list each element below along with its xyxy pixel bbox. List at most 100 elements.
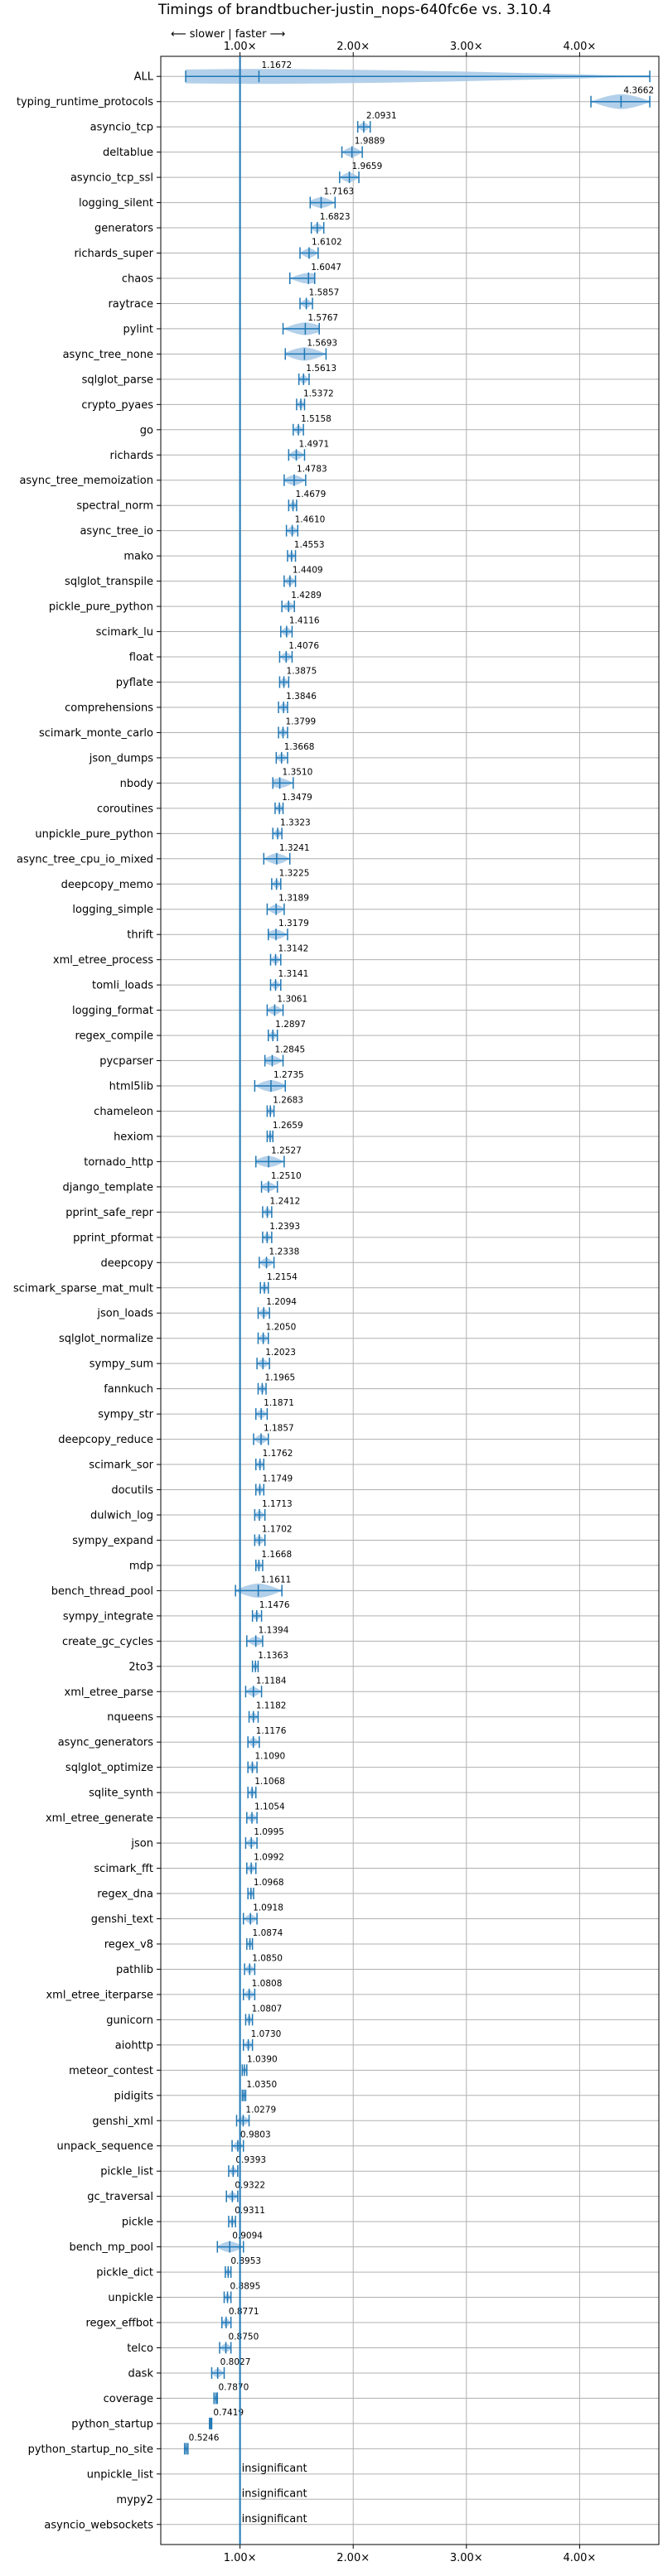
value-label: 0.7419 [213, 2408, 244, 2418]
benchmark-label: unpickle_pure_python [35, 828, 153, 841]
value-label: 0.8895 [230, 2282, 261, 2292]
value-label: 1.1668 [261, 1550, 292, 1560]
benchmark-label: ALL [134, 71, 154, 84]
value-label: 1.1749 [263, 1474, 293, 1484]
value-label: 1.2094 [266, 1297, 297, 1307]
benchmark-label: asyncio_tcp [90, 122, 153, 134]
value-label: 1.1611 [261, 1575, 292, 1585]
benchmark-label: regex_compile [75, 1030, 153, 1043]
benchmark-label: unpickle [108, 2292, 153, 2304]
insignificant-label: insignificant [242, 2487, 307, 2500]
benchmark-label: json_dumps [89, 752, 153, 765]
value-label: 1.2510 [271, 1171, 302, 1181]
value-label: 1.9889 [355, 137, 385, 147]
benchmark-label: regex_dna [97, 1889, 153, 1901]
value-label: 1.2050 [266, 1323, 297, 1333]
value-label: 1.4289 [291, 591, 322, 601]
benchmark-label: mdp [129, 1560, 153, 1572]
value-label: 1.6823 [320, 212, 351, 222]
benchmark-label: typing_runtime_protocols [17, 96, 153, 109]
value-label: 1.4971 [299, 439, 330, 449]
value-label: 1.1176 [256, 1726, 287, 1736]
benchmark-label: sqlglot_parse [82, 374, 153, 386]
benchmark-label: gc_traversal [87, 2191, 153, 2203]
benchmark-label: gunicorn [106, 2014, 153, 2027]
value-label: 1.2659 [273, 1121, 303, 1131]
benchmark-label: comprehensions [65, 702, 153, 714]
value-label: 1.3799 [286, 716, 317, 726]
x-tick-label-top: 1.00× [224, 41, 257, 53]
benchmark-label: tornado_http [84, 1156, 153, 1169]
value-label: 1.3510 [283, 767, 313, 777]
benchmark-label: pickle_list [100, 2166, 153, 2178]
benchmark-label: nbody [120, 778, 154, 790]
value-label: 1.3189 [278, 894, 309, 904]
benchmark-label: spectral_norm [76, 500, 153, 513]
value-label: 1.4076 [288, 641, 319, 651]
benchmark-label: scimark_lu [96, 626, 153, 639]
benchmark-label: pickle_dict [96, 2267, 153, 2279]
benchmark-label: genshi_xml [92, 2115, 153, 2128]
value-label: 1.1090 [255, 1752, 286, 1762]
benchmark-label: sqlglot_optimize [65, 1762, 153, 1774]
benchmark-label: thrift [127, 929, 153, 942]
value-label: 0.9094 [232, 2231, 263, 2241]
benchmark-label: json [130, 1838, 153, 1850]
value-label: 1.9659 [352, 162, 383, 171]
value-label: 1.0850 [252, 1953, 283, 1963]
value-label: 1.3225 [279, 868, 310, 878]
benchmark-label: genshi_text [91, 1913, 153, 1926]
benchmark-label: async_tree_io [80, 525, 153, 538]
value-label: 1.3479 [282, 793, 312, 803]
benchmark-label: tomli_loads [92, 980, 153, 992]
value-label: 1.1857 [264, 1424, 294, 1434]
value-label: 1.1068 [254, 1777, 285, 1787]
benchmark-label: float [129, 652, 153, 664]
benchmark-label: fannkuch [104, 1383, 153, 1396]
benchmark-label: 2to3 [128, 1661, 153, 1673]
benchmark-label: chaos [122, 273, 153, 285]
value-label: 1.5613 [306, 364, 336, 374]
benchmark-label: coverage [104, 2393, 153, 2405]
benchmark-label: python_startup [71, 2418, 153, 2430]
benchmark-label: unpickle_list [87, 2468, 153, 2481]
value-label: 0.9322 [235, 2181, 265, 2191]
value-label: 1.5158 [301, 414, 332, 424]
value-label: 0.9311 [235, 2206, 265, 2216]
value-label: 1.4783 [297, 465, 327, 475]
value-label: 1.2897 [275, 1020, 306, 1030]
benchmark-label: pylint [123, 323, 153, 335]
value-label: 2.0931 [366, 111, 397, 121]
value-label: 1.4116 [289, 616, 320, 626]
benchmark-label: raytrace [108, 298, 153, 311]
benchmark-label: regex_v8 [104, 1938, 153, 1951]
value-label: 1.2845 [274, 1045, 305, 1055]
value-label: 1.0992 [254, 1853, 284, 1863]
value-label: 1.0350 [246, 2080, 277, 2090]
tick-layer: 1.00× 1.00× 2.00× 2.00× 3.00× 3.00× 4.00× 4.00× [157, 41, 596, 2564]
value-label: 1.2735 [273, 1070, 304, 1080]
value-label: 1.5857 [309, 287, 340, 297]
x-tick-label-bottom: 3.00× [450, 2552, 483, 2564]
value-label: 1.1713 [262, 1499, 293, 1509]
value-label: 0.9803 [240, 2130, 271, 2140]
x-tick-label-top: 2.00× [336, 41, 370, 53]
value-label: 0.9393 [235, 2155, 266, 2165]
value-label: 1.0279 [245, 2105, 276, 2115]
benchmark-label: async_generators [58, 1737, 154, 1749]
value-label: 1.1184 [256, 1676, 287, 1686]
plot-frame [160, 55, 660, 2545]
benchmark-label: html5lib [109, 1081, 153, 1093]
benchmark-label: scimark_sparse_mat_mult [13, 1282, 153, 1295]
benchmark-label: meteor_contest [69, 2065, 153, 2077]
benchmark-label: async_tree_none [63, 349, 153, 361]
value-label: 1.1871 [264, 1398, 294, 1408]
value-label: 1.0874 [253, 1928, 283, 1938]
benchmark-label: pickle [122, 2217, 153, 2229]
benchmark-label: coroutines [97, 803, 153, 815]
value-label: 1.1363 [258, 1651, 288, 1661]
insignificant-label: insignificant [242, 2513, 307, 2525]
benchmark-label: sympy_integrate [63, 1610, 153, 1623]
benchmark-label: deepcopy [100, 1257, 153, 1270]
benchmark-label: pyflate [116, 677, 153, 689]
